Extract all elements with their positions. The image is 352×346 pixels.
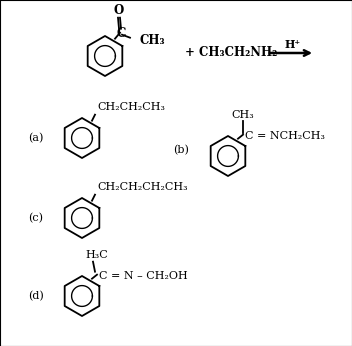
Text: CH₂CH₂CH₃: CH₂CH₂CH₃ [97, 102, 165, 112]
Text: (b): (b) [173, 145, 189, 155]
Text: C = NCH₂CH₃: C = NCH₂CH₃ [245, 131, 325, 141]
Text: (d): (d) [28, 291, 44, 301]
Text: CH₃: CH₃ [232, 110, 254, 120]
Text: C: C [116, 27, 126, 40]
Text: (a): (a) [28, 133, 43, 143]
Text: O: O [114, 4, 124, 17]
Text: + CH₃CH₂NH₂: + CH₃CH₂NH₂ [185, 46, 277, 60]
Text: (c): (c) [28, 213, 43, 223]
Text: CH₂CH₂CH₂CH₃: CH₂CH₂CH₂CH₃ [97, 182, 188, 192]
Text: C = N – CH₂OH: C = N – CH₂OH [99, 271, 188, 281]
Text: H⁺: H⁺ [285, 38, 301, 49]
Text: H₃C: H₃C [85, 250, 108, 260]
Text: CH₃: CH₃ [140, 34, 166, 47]
